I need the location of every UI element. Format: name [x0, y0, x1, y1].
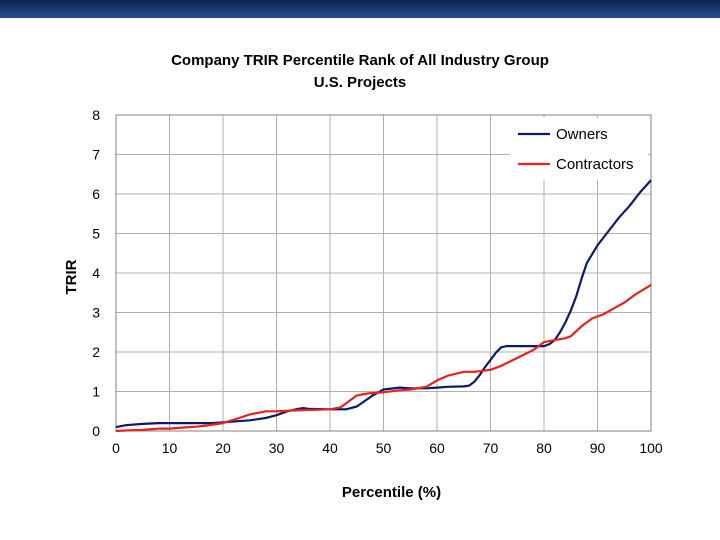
- plot-area-frame: [115, 114, 652, 432]
- legend-label-contractors: Contractors: [556, 156, 634, 173]
- top-banner-bar: [0, 0, 720, 18]
- x-tick-label: 100: [639, 440, 663, 456]
- y-tick-label: 2: [92, 344, 100, 360]
- y-tick-label: 6: [92, 186, 100, 202]
- y-axis-label: TRIR: [63, 259, 80, 294]
- x-tick-label: 80: [536, 440, 552, 456]
- x-tick-label: 0: [112, 440, 120, 456]
- y-tick-label: 7: [92, 147, 100, 163]
- y-tick-label: 3: [92, 305, 100, 321]
- y-tick-label: 1: [92, 384, 100, 400]
- x-tick-label: 10: [162, 440, 178, 456]
- series-line-contractors: [115, 283, 652, 433]
- y-tick-label: 0: [92, 423, 100, 439]
- legend: Owners Contractors: [510, 118, 648, 180]
- x-axis-label: Percentile (%): [342, 484, 441, 501]
- chart-subtitle: U.S. Projects: [313, 74, 407, 91]
- y-tick-label: 4: [92, 265, 100, 281]
- x-tick-label: 20: [215, 440, 231, 456]
- x-tick-label: 30: [269, 440, 285, 456]
- y-tick-label: 8: [92, 107, 100, 123]
- y-tick-label: 5: [92, 226, 100, 242]
- series-lines: [115, 179, 652, 433]
- series-line-owners: [115, 179, 652, 429]
- y-axis-ticks: 0 1 2 3 4 5 6 7 8: [92, 107, 100, 439]
- legend-box: [510, 118, 648, 180]
- x-tick-label: 90: [590, 440, 606, 456]
- x-axis-ticks: 0 10 20 30 40 50 60 70 80 90 100: [112, 440, 663, 456]
- x-tick-label: 60: [429, 440, 445, 456]
- x-tick-label: 40: [322, 440, 338, 456]
- chart-title: Company TRIR Percentile Rank of All Indu…: [171, 52, 549, 69]
- legend-label-owners: Owners: [556, 126, 608, 143]
- x-tick-label: 70: [483, 440, 499, 456]
- x-tick-label: 50: [376, 440, 392, 456]
